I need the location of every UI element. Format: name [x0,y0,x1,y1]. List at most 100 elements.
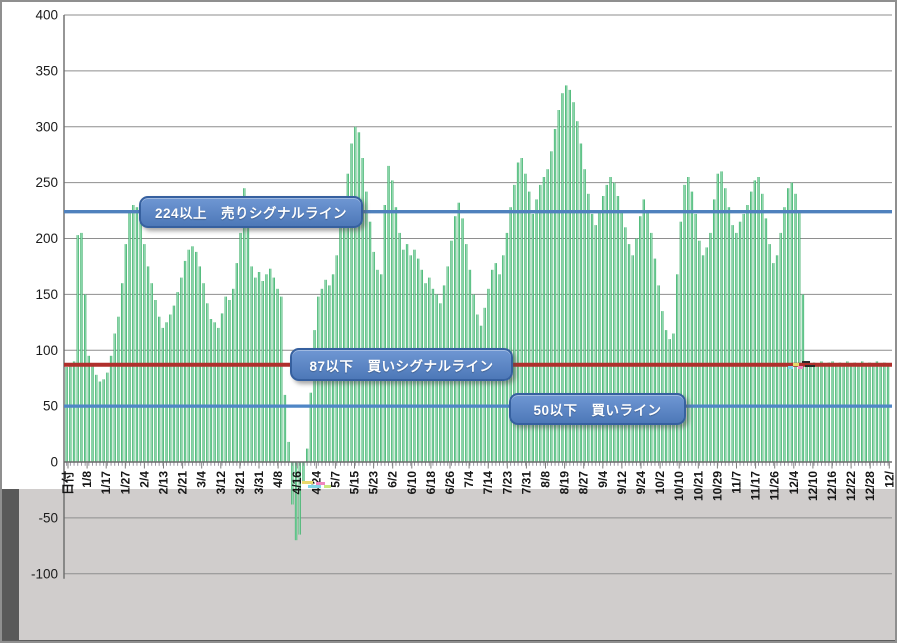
window-frame-left [2,489,19,641]
color-smudge-artifact [798,366,803,369]
x-tick-label: 11/7 [730,471,744,494]
x-tick-label: 5/7 [328,471,342,488]
x-tick-label: 2/21 [176,471,190,495]
bar [183,260,187,462]
bar [557,110,560,462]
bar [568,89,571,463]
bar [232,288,235,462]
bar [620,210,623,462]
bar [454,216,457,462]
sell-signal-callout[interactable]: 224以上 売りシグナルライン [139,196,363,228]
color-smudge-artifact [316,482,325,485]
bar [91,363,94,462]
bar [764,218,768,462]
bar [476,314,479,462]
bar [565,85,568,463]
bar [798,210,801,462]
bar [550,151,553,463]
bar [687,177,690,462]
bar [158,316,161,462]
x-tick-label: 8/19 [558,471,572,495]
bar [176,292,179,462]
y-tick-label: -100 [31,566,58,581]
color-smudge-artifact [793,363,799,366]
bar [579,143,583,462]
bar [65,367,68,462]
bar [605,184,608,462]
y-tick-label: 0 [50,455,58,470]
bar [635,238,638,462]
x-tick-label: 2/4 [137,471,151,488]
y-tick-label: 150 [35,287,58,302]
x-tick-label: 7/14 [481,471,495,495]
bar [309,392,312,462]
x-tick-label: 7/31 [519,471,533,495]
bar [801,294,805,462]
bar [572,102,575,462]
bar [805,361,808,462]
bar [228,300,231,462]
buy-signal-callout[interactable]: 87以下 買いシグナルライン [290,348,513,381]
bar [313,330,316,462]
bar [191,246,194,462]
color-smudge-artifact [802,361,810,363]
x-tick-label: 4/16 [290,471,304,495]
bar [849,363,853,462]
x-tick-label: 6/2 [386,471,400,488]
window-frame-bottom [2,640,895,641]
bar [812,362,816,462]
bar [361,158,364,462]
x-tick-label: 12/4 [787,471,801,495]
bar [161,327,164,462]
bar [135,207,139,462]
color-smudge-artifact [805,365,815,367]
bar [613,182,616,462]
x-tick-label: 12/ [882,470,896,487]
y-tick-label: 350 [35,63,58,78]
bar [794,193,797,463]
bar [624,227,627,462]
bar [368,221,372,462]
bar [276,288,279,462]
bar [857,363,860,462]
bar [724,188,727,462]
bar [113,333,116,462]
bar [742,213,745,462]
bar [128,210,131,462]
bar [735,232,738,462]
y-tick-label: -50 [38,510,58,525]
bar [694,213,697,462]
bar [117,316,120,462]
color-smudge-artifact [324,485,331,488]
bar [84,294,87,462]
bar [169,314,172,462]
buy-line-callout[interactable]: 50以下 買いライン [509,393,686,425]
bar [509,207,512,462]
bar [631,255,634,462]
bar [772,263,775,462]
bar [365,191,368,462]
bar [827,362,830,462]
bar [280,296,283,462]
bar [639,216,642,462]
x-tick-label: 6/26 [443,471,457,495]
bar [535,199,538,462]
bar [661,311,664,462]
bar [350,143,353,462]
bar [150,283,153,462]
bar [457,202,460,462]
x-tick-label: 3/21 [233,471,247,495]
x-tick-label: 10/10 [672,471,686,501]
x-tick-label: 日付 [60,471,75,495]
bar [753,180,756,462]
bar [783,207,786,462]
bar [180,277,183,462]
bar [391,180,394,462]
bar [513,184,516,462]
bar [154,300,157,462]
x-tick-label: 12/28 [863,471,877,501]
bar [239,232,242,462]
